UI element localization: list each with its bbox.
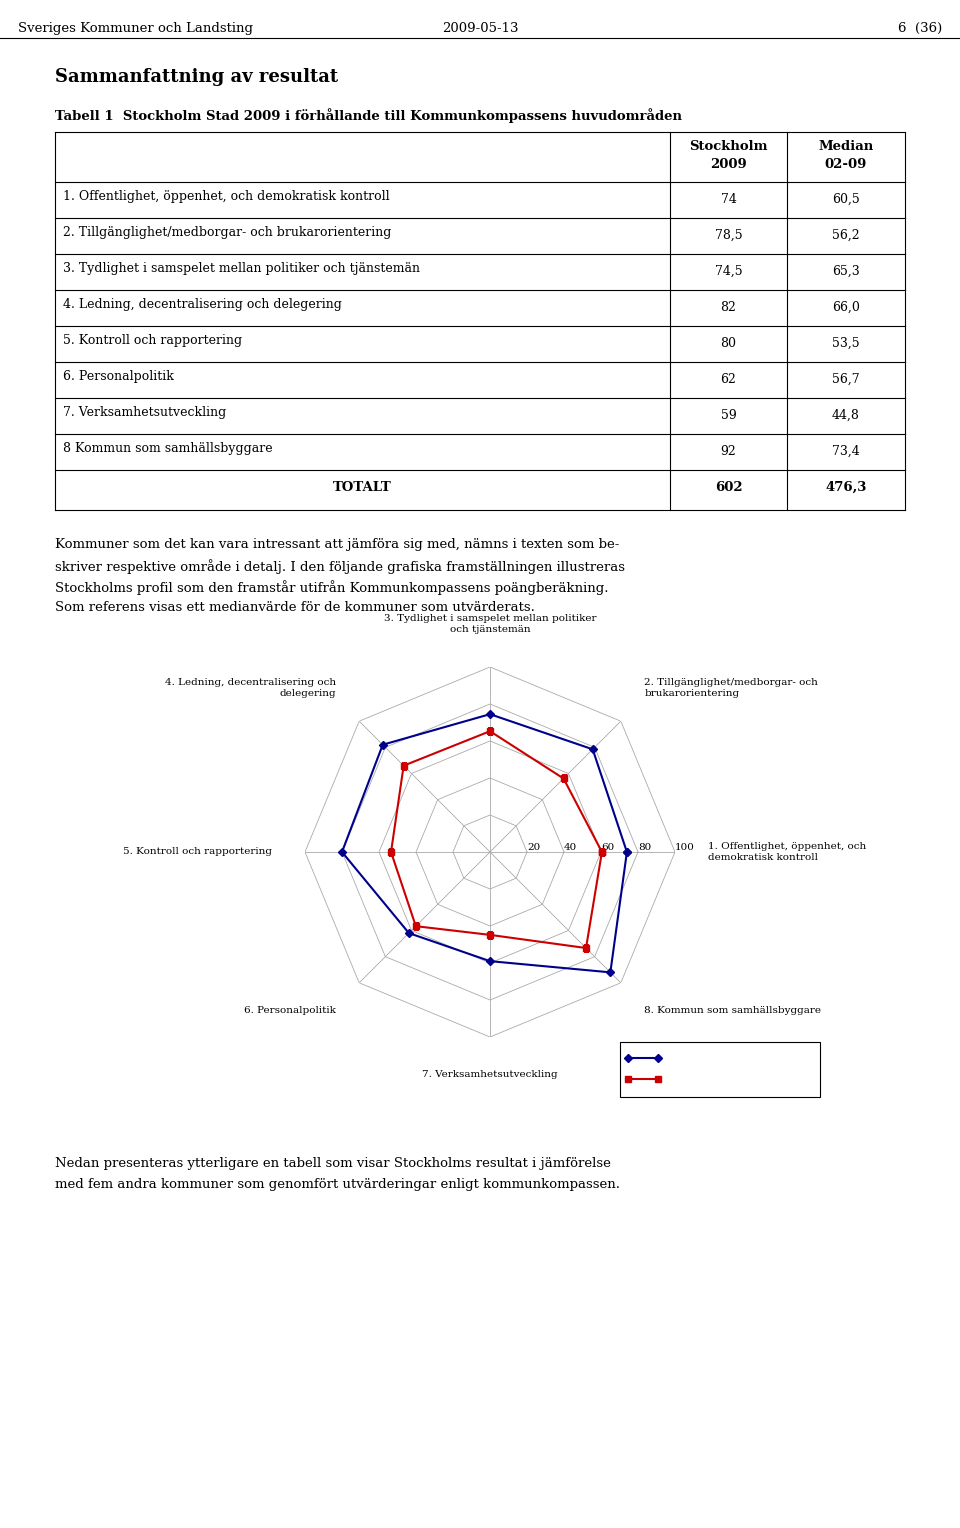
Text: Nedan presenteras ytterligare en tabell som visar Stockholms resultat i jämförel: Nedan presenteras ytterligare en tabell …	[55, 1157, 611, 1170]
Text: Stockholms profil som den framstår utifrån Kommunkompassens poängberäkning.: Stockholms profil som den framstår utifr…	[55, 581, 609, 594]
Text: 8. Kommun som samhällsbyggare: 8. Kommun som samhällsbyggare	[644, 1007, 822, 1016]
Text: 6  (36): 6 (36)	[898, 21, 942, 35]
Text: 6. Personalpolitik: 6. Personalpolitik	[244, 1007, 336, 1016]
Text: 7. Verksamhetsutveckling: 7. Verksamhetsutveckling	[422, 1070, 558, 1079]
Text: 7. Verksamhetsutveckling: 7. Verksamhetsutveckling	[63, 406, 227, 419]
Text: 1. Offentlighet, öppenhet, och demokratisk kontroll: 1. Offentlighet, öppenhet, och demokrati…	[63, 189, 390, 203]
Text: 56,2: 56,2	[832, 229, 860, 241]
Text: 82: 82	[721, 301, 736, 313]
Text: 65,3: 65,3	[832, 264, 860, 278]
Text: 602: 602	[714, 481, 742, 494]
Text: 2. Tillgänglighet/medborgar- och brukarorientering: 2. Tillgänglighet/medborgar- och brukaro…	[63, 226, 392, 238]
Text: 1. Offentlighet, öppenhet, och
demokratisk kontroll: 1. Offentlighet, öppenhet, och demokrati…	[708, 842, 867, 862]
Text: 476,3: 476,3	[826, 481, 867, 494]
Text: Median Sv kommuner: Median Sv kommuner	[664, 1074, 788, 1083]
Text: 66,0: 66,0	[832, 301, 860, 313]
Text: 6. Personalpolitik: 6. Personalpolitik	[63, 370, 174, 384]
Text: 74,5: 74,5	[714, 264, 742, 278]
Text: 8 Kommun som samhällsbyggare: 8 Kommun som samhällsbyggare	[63, 442, 273, 455]
Text: Stockholm 2009: Stockholm 2009	[664, 1053, 756, 1063]
Text: 5. Kontroll och rapportering: 5. Kontroll och rapportering	[123, 848, 272, 857]
Text: 60,5: 60,5	[832, 193, 860, 206]
Text: Sveriges Kommuner och Landsting: Sveriges Kommuner och Landsting	[18, 21, 253, 35]
Text: 4. Ledning, decentralisering och
delegering: 4. Ledning, decentralisering och deleger…	[164, 678, 336, 698]
Text: 59: 59	[721, 410, 736, 422]
Text: Sammanfattning av resultat: Sammanfattning av resultat	[55, 69, 338, 86]
Text: Median
02-09: Median 02-09	[818, 141, 874, 171]
Text: 4. Ledning, decentralisering och delegering: 4. Ledning, decentralisering och deleger…	[63, 298, 342, 312]
Text: 5. Kontroll och rapportering: 5. Kontroll och rapportering	[63, 335, 242, 347]
Text: 74: 74	[721, 193, 736, 206]
Text: 78,5: 78,5	[714, 229, 742, 241]
Text: 80: 80	[721, 338, 736, 350]
Text: 44,8: 44,8	[832, 410, 860, 422]
Text: 2. Tillgänglighet/medborgar- och
brukarorientering: 2. Tillgänglighet/medborgar- och brukaro…	[644, 678, 818, 698]
Text: 92: 92	[721, 445, 736, 458]
Text: 62: 62	[721, 373, 736, 387]
Text: Stockholm
2009: Stockholm 2009	[689, 141, 768, 171]
Text: Som referens visas ett medianvärde för de kommuner som utvärderats.: Som referens visas ett medianvärde för d…	[55, 601, 535, 614]
Text: 56,7: 56,7	[832, 373, 860, 387]
Text: 2009-05-13: 2009-05-13	[442, 21, 518, 35]
Text: 3. Tydlighet i samspelet mellan politiker
och tjänstemän: 3. Tydlighet i samspelet mellan politike…	[384, 614, 596, 634]
Text: 73,4: 73,4	[832, 445, 860, 458]
Text: 53,5: 53,5	[832, 338, 860, 350]
Text: Tabell 1  Stockholm Stad 2009 i förhållande till Kommunkompassens huvudområden: Tabell 1 Stockholm Stad 2009 i förhållan…	[55, 108, 682, 122]
Text: 3. Tydlighet i samspelet mellan politiker och tjänstemän: 3. Tydlighet i samspelet mellan politike…	[63, 261, 420, 275]
Text: Kommuner som det kan vara intressant att jämföra sig med, nämns i texten som be-: Kommuner som det kan vara intressant att…	[55, 538, 619, 552]
Text: skriver respektive område i detalj. I den följande grafiska framställningen illu: skriver respektive område i detalj. I de…	[55, 559, 625, 575]
Text: TOTALT: TOTALT	[333, 481, 392, 494]
Text: med fem andra kommuner som genomfört utvärderingar enligt kommunkompassen.: med fem andra kommuner som genomfört utv…	[55, 1178, 620, 1190]
